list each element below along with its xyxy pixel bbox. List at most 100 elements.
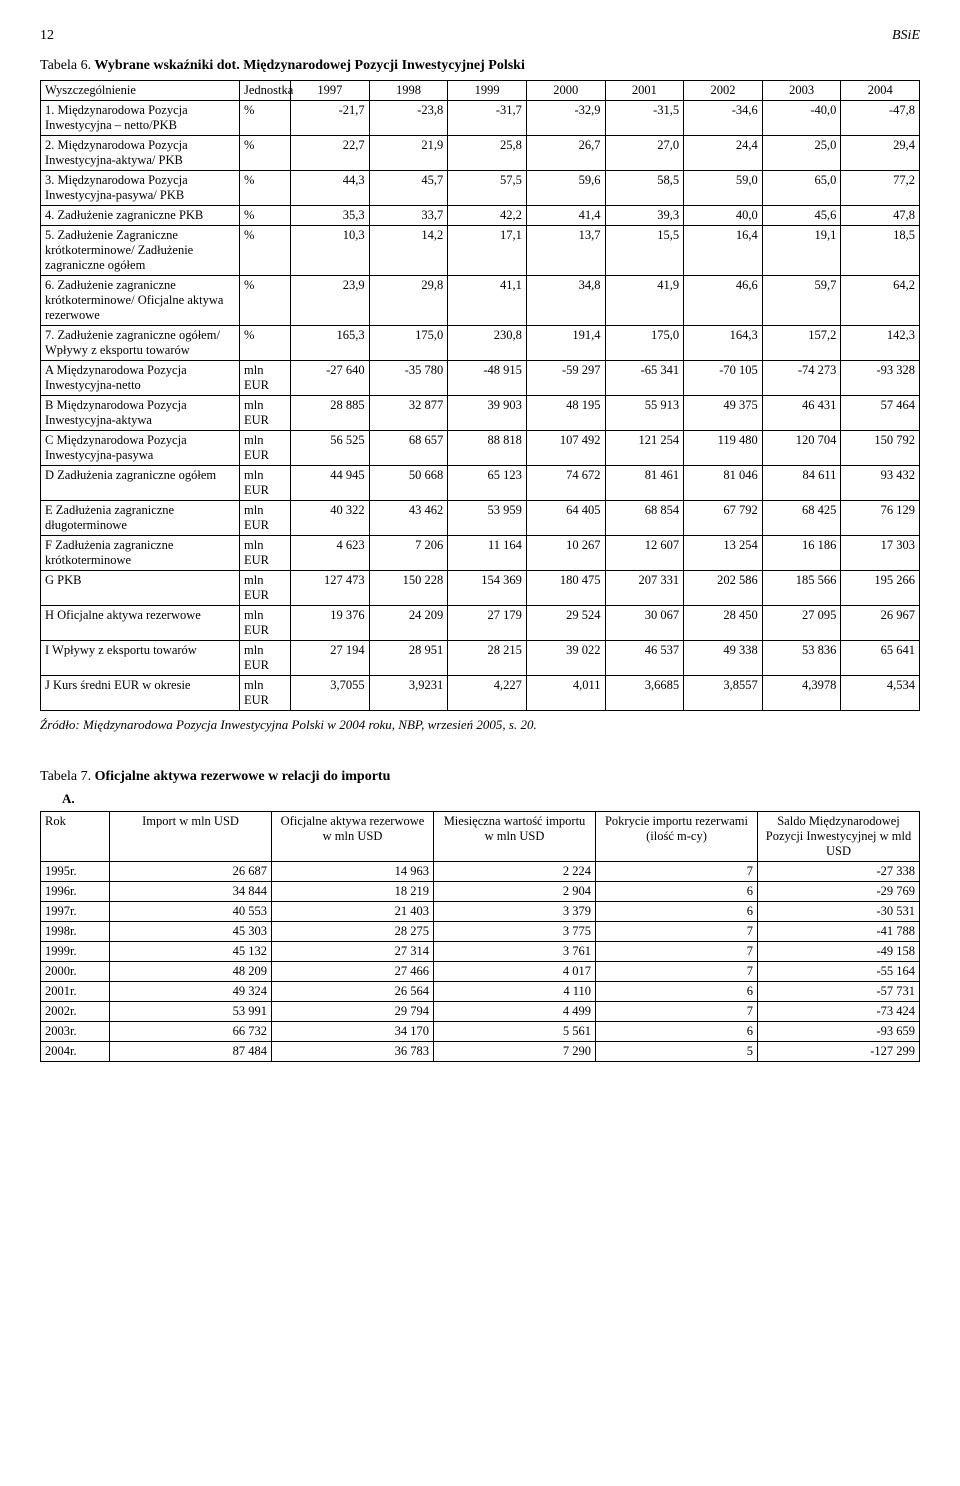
cell-value: 3,9231: [369, 676, 448, 711]
table-row: 1995r.26 68714 9632 2247-27 338: [41, 862, 920, 882]
table6-year-header: 2002: [684, 81, 763, 101]
cell-value: 49 375: [684, 396, 763, 431]
row-year: 2001r.: [41, 982, 110, 1002]
cell-value: -55 164: [758, 962, 920, 982]
cell-value: 13,7: [526, 226, 605, 276]
row-year: 1998r.: [41, 922, 110, 942]
table-row: F Zadłużenia zagraniczne krótkoterminowe…: [41, 536, 920, 571]
cell-value: -31,7: [448, 101, 527, 136]
cell-value: 29 524: [526, 606, 605, 641]
cell-value: 74 672: [526, 466, 605, 501]
cell-value: 11 164: [448, 536, 527, 571]
cell-value: -48 915: [448, 361, 527, 396]
table6-caption: Tabela 6. Wybrane wskaźniki dot. Międzyn…: [40, 58, 920, 74]
table-row: 7. Zadłużenie zagraniczne ogółem/ Wpływy…: [41, 326, 920, 361]
cell-value: 49 324: [110, 982, 272, 1002]
cell-value: 28 275: [272, 922, 434, 942]
cell-value: 64 405: [526, 501, 605, 536]
cell-value: 191,4: [526, 326, 605, 361]
row-label: 5. Zadłużenie Zagraniczne krótkoterminow…: [41, 226, 240, 276]
row-unit: mln EUR: [240, 431, 291, 466]
row-unit: mln EUR: [240, 396, 291, 431]
cell-value: 3,7055: [291, 676, 370, 711]
cell-value: 40 322: [291, 501, 370, 536]
cell-value: 175,0: [369, 326, 448, 361]
cell-value: 6: [596, 1022, 758, 1042]
cell-value: 3 775: [434, 922, 596, 942]
cell-value: 53 836: [762, 641, 841, 676]
row-label: B Międzynarodowa Pozycja Inwestycyjna-ak…: [41, 396, 240, 431]
cell-value: 59,7: [762, 276, 841, 326]
cell-value: 24,4: [684, 136, 763, 171]
cell-value: 180 475: [526, 571, 605, 606]
row-unit: mln EUR: [240, 501, 291, 536]
row-label: 3. Międzynarodowa Pozycja Inwestycyjna-p…: [41, 171, 240, 206]
cell-value: 18,5: [841, 226, 920, 276]
cell-value: 27 194: [291, 641, 370, 676]
cell-value: -74 273: [762, 361, 841, 396]
cell-value: 55 913: [605, 396, 684, 431]
cell-value: 29 794: [272, 1002, 434, 1022]
cell-value: 68 854: [605, 501, 684, 536]
row-label: 2. Międzynarodowa Pozycja Inwestycyjna-a…: [41, 136, 240, 171]
cell-value: 21 403: [272, 902, 434, 922]
cell-value: -30 531: [758, 902, 920, 922]
table-row: I Wpływy z eksportu towarówmln EUR27 194…: [41, 641, 920, 676]
row-year: 2004r.: [41, 1042, 110, 1062]
cell-value: 127 473: [291, 571, 370, 606]
cell-value: 6: [596, 982, 758, 1002]
row-label: F Zadłużenia zagraniczne krótkoterminowe: [41, 536, 240, 571]
cell-value: 7: [596, 1002, 758, 1022]
cell-value: 53 959: [448, 501, 527, 536]
cell-value: 28 215: [448, 641, 527, 676]
cell-value: 4,534: [841, 676, 920, 711]
row-unit: %: [240, 171, 291, 206]
cell-value: 64,2: [841, 276, 920, 326]
cell-value: 207 331: [605, 571, 684, 606]
cell-value: 93 432: [841, 466, 920, 501]
table6-year-header: 1999: [448, 81, 527, 101]
table6-source: Źródło: Międzynarodowa Pozycja Inwestycy…: [40, 717, 920, 733]
cell-value: 41,4: [526, 206, 605, 226]
cell-value: 29,8: [369, 276, 448, 326]
cell-value: 26 967: [841, 606, 920, 641]
table6-caption-prefix: Tabela 6.: [40, 58, 91, 73]
cell-value: 154 369: [448, 571, 527, 606]
cell-value: -29 769: [758, 882, 920, 902]
table7-caption: Tabela 7. Oficjalne aktywa rezerwowe w r…: [40, 769, 920, 785]
table6-col-label: Wyszczególnienie: [41, 81, 240, 101]
table6-year-header: 1997: [291, 81, 370, 101]
cell-value: 26,7: [526, 136, 605, 171]
cell-value: 7: [596, 962, 758, 982]
cell-value: 42,2: [448, 206, 527, 226]
cell-value: 14 963: [272, 862, 434, 882]
row-year: 1995r.: [41, 862, 110, 882]
row-year: 2002r.: [41, 1002, 110, 1022]
table-row: H Oficjalne aktywa rezerwowemln EUR19 37…: [41, 606, 920, 641]
cell-value: 34 170: [272, 1022, 434, 1042]
cell-value: 107 492: [526, 431, 605, 466]
page-header: 12 BSiE: [40, 28, 920, 44]
cell-value: 5 561: [434, 1022, 596, 1042]
row-unit: %: [240, 136, 291, 171]
table-row: 2. Międzynarodowa Pozycja Inwestycyjna-a…: [41, 136, 920, 171]
row-unit: %: [240, 226, 291, 276]
cell-value: 45 303: [110, 922, 272, 942]
row-label: C Międzynarodowa Pozycja Inwestycyjna-pa…: [41, 431, 240, 466]
cell-value: -73 424: [758, 1002, 920, 1022]
cell-value: 40 553: [110, 902, 272, 922]
table7-header: Import w mln USD: [110, 812, 272, 862]
cell-value: -40,0: [762, 101, 841, 136]
row-label: E Zadłużenia zagraniczne długoterminowe: [41, 501, 240, 536]
cell-value: 4 623: [291, 536, 370, 571]
cell-value: 26 687: [110, 862, 272, 882]
cell-value: 45 132: [110, 942, 272, 962]
cell-value: 46,6: [684, 276, 763, 326]
cell-value: 7: [596, 942, 758, 962]
cell-value: 58,5: [605, 171, 684, 206]
page-abbr: BSiE: [892, 28, 920, 44]
cell-value: -21,7: [291, 101, 370, 136]
cell-value: 40,0: [684, 206, 763, 226]
cell-value: 24 209: [369, 606, 448, 641]
cell-value: 36 783: [272, 1042, 434, 1062]
